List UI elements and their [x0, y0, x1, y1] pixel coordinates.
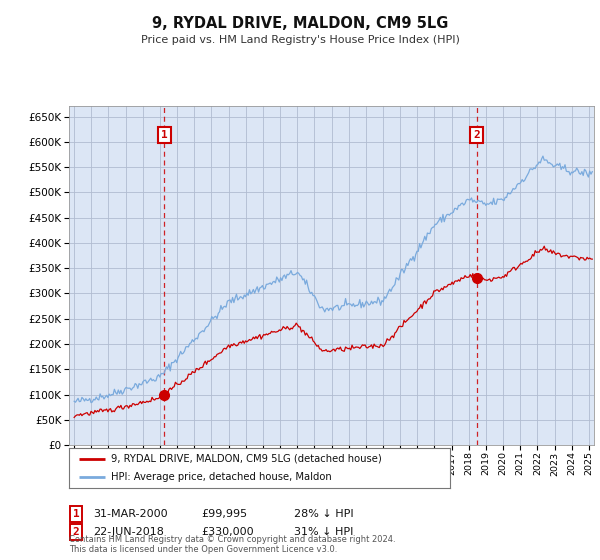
Text: 2: 2 [473, 130, 480, 140]
Text: 2: 2 [73, 527, 80, 537]
Text: 28% ↓ HPI: 28% ↓ HPI [294, 509, 353, 519]
Text: £330,000: £330,000 [201, 527, 254, 537]
Text: 31% ↓ HPI: 31% ↓ HPI [294, 527, 353, 537]
Text: 1: 1 [161, 130, 167, 140]
Text: 22-JUN-2018: 22-JUN-2018 [93, 527, 164, 537]
Text: Contains HM Land Registry data © Crown copyright and database right 2024.
This d: Contains HM Land Registry data © Crown c… [69, 535, 395, 554]
Text: HPI: Average price, detached house, Maldon: HPI: Average price, detached house, Mald… [111, 473, 332, 482]
Text: Price paid vs. HM Land Registry's House Price Index (HPI): Price paid vs. HM Land Registry's House … [140, 35, 460, 45]
Text: £99,995: £99,995 [201, 509, 247, 519]
Text: 1: 1 [73, 509, 80, 519]
Text: 9, RYDAL DRIVE, MALDON, CM9 5LG: 9, RYDAL DRIVE, MALDON, CM9 5LG [152, 16, 448, 31]
Text: 9, RYDAL DRIVE, MALDON, CM9 5LG (detached house): 9, RYDAL DRIVE, MALDON, CM9 5LG (detache… [111, 454, 382, 464]
Text: 31-MAR-2000: 31-MAR-2000 [93, 509, 167, 519]
